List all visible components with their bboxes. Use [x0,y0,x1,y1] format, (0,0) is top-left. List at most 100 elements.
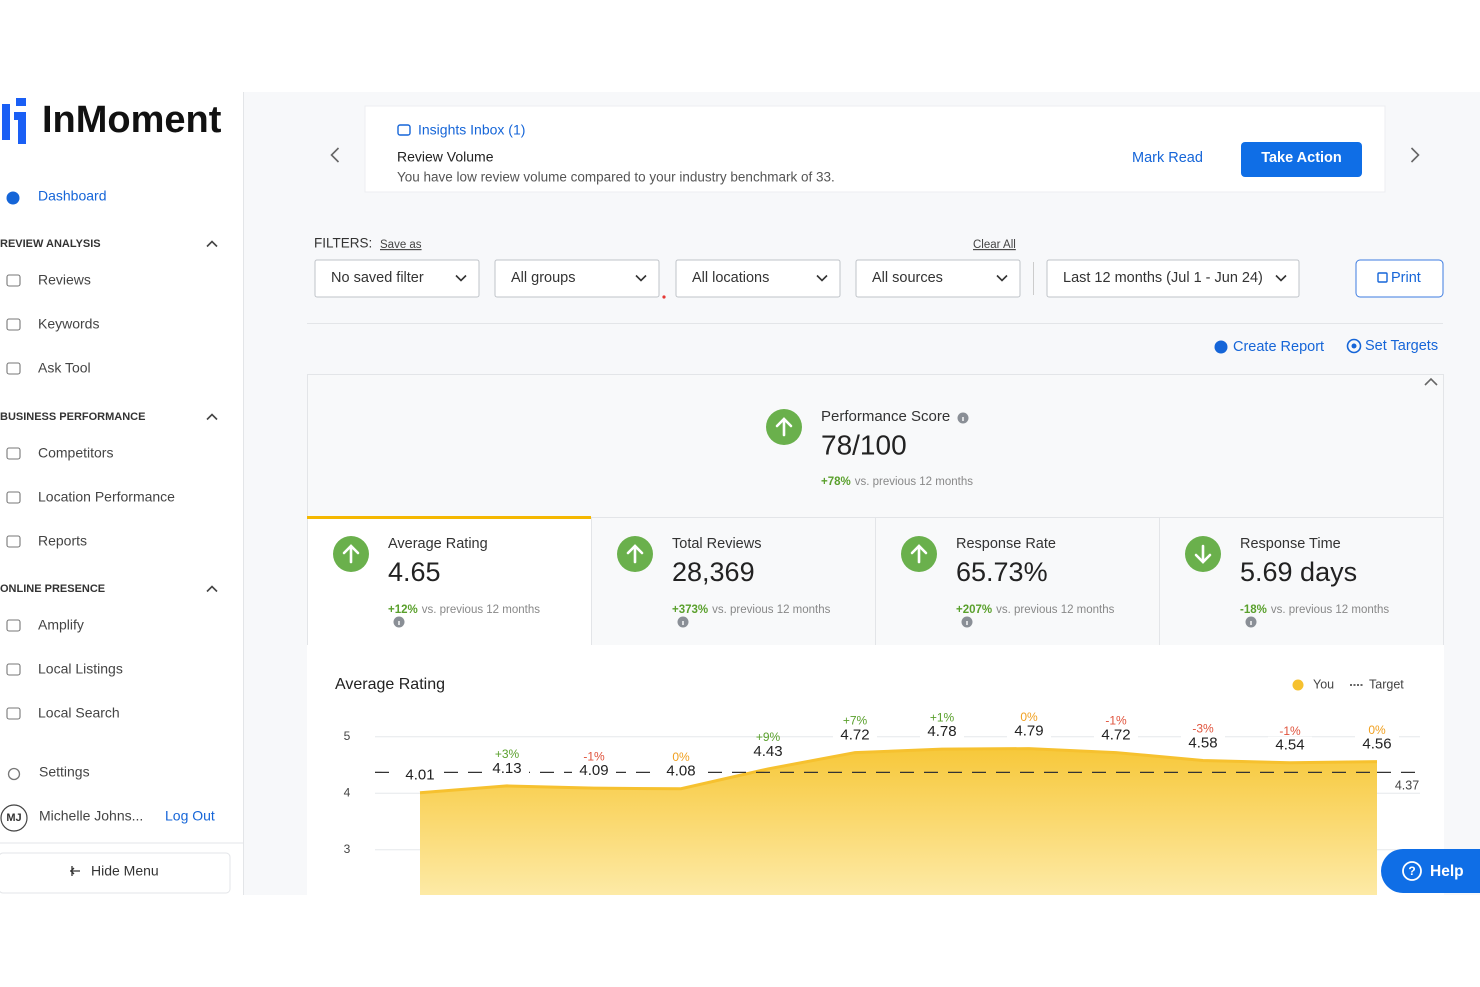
value-label-background [1355,735,1399,753]
nav-item[interactable]: Reviews [38,272,91,288]
value-label-background [398,766,442,784]
dropdown-label: All sources [872,270,943,286]
change-label: -3% [1192,722,1214,736]
filter-dropdown[interactable] [1046,259,1300,298]
value-label-background [1094,726,1138,744]
filter-dropdown[interactable] [494,259,660,298]
save-as-link[interactable]: Save as [380,239,422,251]
help-icon [1402,861,1422,881]
user-name: Michelle Johns... [39,808,143,824]
hide-menu-button[interactable] [0,852,231,894]
change-comparison: vs. previous 12 months [422,604,541,616]
metric-value: 65.73% [956,557,1048,587]
nav-icon [6,619,21,632]
filters-label: FILTERS: [314,236,372,251]
chevron-icon [1410,147,1420,163]
change-label: 0% [1020,710,1038,724]
nav-item[interactable]: Competitors [38,445,113,461]
nav-item[interactable]: Local Search [38,705,120,721]
dropdown-label: All groups [511,270,575,286]
logo-text: InMoment [42,99,222,141]
alert-dot [662,295,666,299]
performance-card [307,374,1444,518]
metric-label: Response Rate [956,536,1056,552]
y-tick-label: 3 [344,842,351,856]
change-label: 0% [672,750,690,764]
target-label: 4.37 [1395,779,1419,793]
performance-label: Performance Score [821,408,950,425]
filter-dropdown[interactable] [314,259,480,298]
nav-icon [6,318,21,331]
value-label-background [659,762,703,780]
inbox-icon [397,124,411,136]
take-action-button[interactable] [1241,142,1362,177]
change-label: +1% [930,710,955,724]
help-label: Help [1430,863,1464,880]
mark-read-button[interactable]: Mark Read [1132,150,1203,166]
nav-item[interactable]: Dashboard [38,188,107,204]
nav-item[interactable]: Amplify [38,617,84,633]
hide-menu-label: Hide Menu [91,863,159,879]
nav-item[interactable]: Ask Tool [38,360,91,376]
chevron-icon [206,413,218,421]
nav-item[interactable]: Keywords [38,316,99,332]
nav-item[interactable]: Reports [38,533,87,549]
chevron-icon [1275,274,1287,282]
trend-arrow [910,544,928,564]
nav-icon [6,663,21,676]
chart-title: Average Rating [335,676,445,693]
change-value: +373% [672,604,708,616]
y-tick-label: 5 [344,729,351,743]
trend-arrow [626,544,644,564]
value-label: 4.72 [1101,727,1130,744]
section-title: REVIEW ANALYSIS [0,238,101,250]
print-label: Print [1391,270,1421,286]
value-label-background [1268,736,1312,754]
change-label: -1% [583,749,605,763]
filter-dropdown[interactable] [675,259,841,298]
change-label: +3% [495,747,520,761]
change-label: -1% [1279,724,1301,738]
change-label: +9% [756,730,781,744]
set-targets-link[interactable]: Set Targets [1365,338,1438,354]
metric-value: 4.65 [388,557,441,587]
trend-arrow [342,544,360,564]
insight-card [364,105,1386,193]
value-label: 4.09 [579,762,608,779]
logo-icon [2,98,26,144]
metric-change: -18% vs. previous 12 months [1240,604,1389,616]
print-button[interactable] [1355,259,1444,298]
value-label: 4.56 [1362,736,1391,753]
targets-icon [1346,338,1362,354]
metric-value: 28,369 [672,557,755,587]
insight-message: You have low review volume compared to y… [397,170,835,185]
metric-label: Total Reviews [672,536,761,552]
help-button[interactable] [1381,849,1480,893]
nav-item[interactable]: Settings [39,764,90,780]
clear-all-link[interactable]: Clear All [973,239,1016,251]
inbox-link[interactable]: Insights Inbox (1) [418,122,525,138]
nav-item[interactable]: Location Performance [38,489,175,505]
value-label-background [572,762,616,780]
filter-dropdown[interactable] [855,259,1021,298]
value-label-background [746,742,790,760]
change-comparison: vs. previous 12 months [1271,604,1390,616]
metric-change: +12% vs. previous 12 months [388,604,540,616]
nav-icon [6,707,21,720]
metric-change: +207% vs. previous 12 months [956,604,1115,616]
chevron-icon [996,274,1008,282]
change-label: -1% [1105,714,1127,728]
value-label: 4.79 [1014,723,1043,740]
metric-value: 5.69 days [1240,557,1357,587]
change-value: +78% [821,476,851,488]
value-label-background [485,759,529,777]
logout-link[interactable]: Log Out [165,808,215,824]
nav-item[interactable]: Local Listings [38,661,123,677]
metric-label: Response Time [1240,536,1341,552]
insight-title: Review Volume [397,149,494,165]
value-label: 4.54 [1275,737,1304,754]
legend-label: Target [1369,677,1404,691]
create-report-link[interactable]: Create Report [1233,339,1324,355]
